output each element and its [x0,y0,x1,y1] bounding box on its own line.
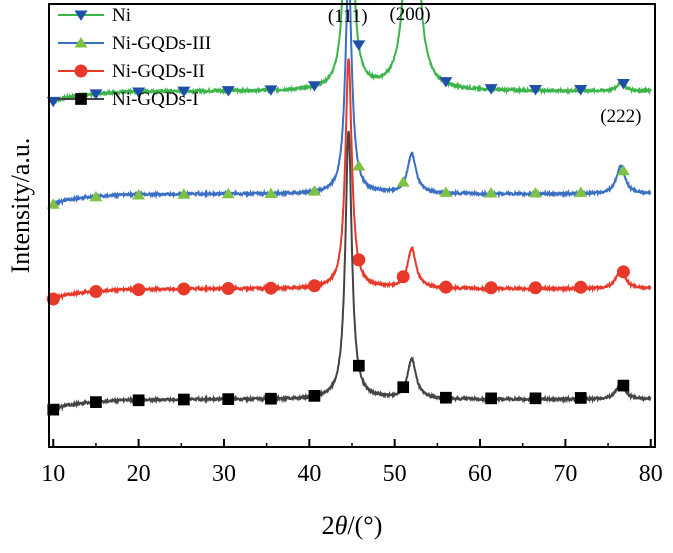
series-0-marker [177,86,191,98]
legend-label: Ni-GQDs-III [112,33,211,54]
legend: Ni Ni-GQDs-III Ni-GQDs-II Ni-GQDs-I [58,5,211,110]
series-1-marker [221,187,235,199]
plot-layer [46,0,652,416]
x-tick-label: 20 [127,461,151,487]
x-tick-label: 60 [468,461,492,487]
peak-label: (111) [328,6,368,27]
series-2-marker [221,282,235,296]
series-2-marker [616,265,630,279]
series-3-marker [178,393,190,406]
series-0-marker [221,86,235,97]
series-3-marker [265,392,277,405]
series-2-marker [574,280,588,294]
series-2-marker [46,292,60,306]
series-line-0 [52,0,652,105]
series-1-marker [46,198,60,209]
series-0-marker [46,96,60,108]
series-2-marker [396,270,410,284]
series-0-marker [484,84,498,95]
series-1-marker [396,176,410,187]
series-3-marker [308,390,321,402]
series-0-marker [352,40,366,51]
x-tick-label: 10 [41,461,65,487]
legend-label: Ni-GQDs-I [112,89,199,110]
series-1-marker [574,186,588,197]
series-2-marker [132,283,146,297]
series-3-marker [47,403,60,416]
series-1-marker [616,164,630,176]
legend-marker [75,93,87,105]
series-1-marker [352,160,366,171]
x-axis-title: 2θ/(°) [322,511,383,540]
series-line-3 [52,130,652,412]
series-0-marker [574,85,588,96]
legend-label: Ni-GQDs-II [112,61,205,82]
series-3-marker [617,379,630,392]
series-2-marker [89,285,103,299]
series-3-marker [222,393,235,405]
series-1-marker [439,186,453,197]
series-2-marker [264,281,278,295]
peak-labels: (111) (200) (222) [328,4,642,127]
x-axis-title-theta: θ [335,511,348,540]
series-3-marker [90,396,102,408]
x-axis-title-part-3: /(°) [347,511,382,540]
series-0-marker [132,87,146,98]
series-1-marker [529,187,543,198]
series-0-marker [89,89,103,100]
series-0-marker [439,77,453,88]
legend-marker [74,64,88,78]
series-3-marker [574,392,587,404]
series-line-1 [52,0,652,207]
series-2-marker [352,253,366,267]
series-0-marker [529,85,543,96]
series-3-marker [352,359,365,372]
y-axis-title: Intensity/a.u. [6,138,35,274]
series-1-marker [89,190,103,202]
series-0-marker [616,79,630,90]
series-2-marker [439,280,453,294]
x-tick-label: 70 [553,461,577,487]
series-1-marker [132,189,146,200]
series-1-marker [307,185,321,196]
legend-marker [74,37,88,48]
series-2-marker [484,281,498,295]
x-tick-label: 80 [639,461,663,487]
series-3-marker [529,392,542,405]
series-3-marker [485,392,497,405]
series-1-marker [177,188,191,199]
peak-label: (200) [389,4,430,25]
x-tick-label: 40 [297,461,321,487]
series-0-marker [264,85,278,96]
series-2-marker [307,279,321,293]
x-tick-label: 50 [383,461,407,487]
x-axis-title-part-1: 2 [322,511,335,540]
series-line-2 [52,58,652,302]
peak-label: (222) [600,106,641,127]
legend-label: Ni [112,5,131,26]
series-0-marker [307,81,321,92]
x-axis: 10 20 30 40 50 60 70 80 [41,439,663,487]
series-3-marker [440,391,452,404]
series-2-marker [529,281,543,295]
series-3-marker [397,381,410,394]
series-3-marker [132,394,145,407]
series-1-marker [264,187,278,198]
x-tick-label: 30 [212,461,236,487]
legend-marker [74,10,88,21]
series-2-marker [177,282,191,296]
series-1-marker [484,187,498,198]
